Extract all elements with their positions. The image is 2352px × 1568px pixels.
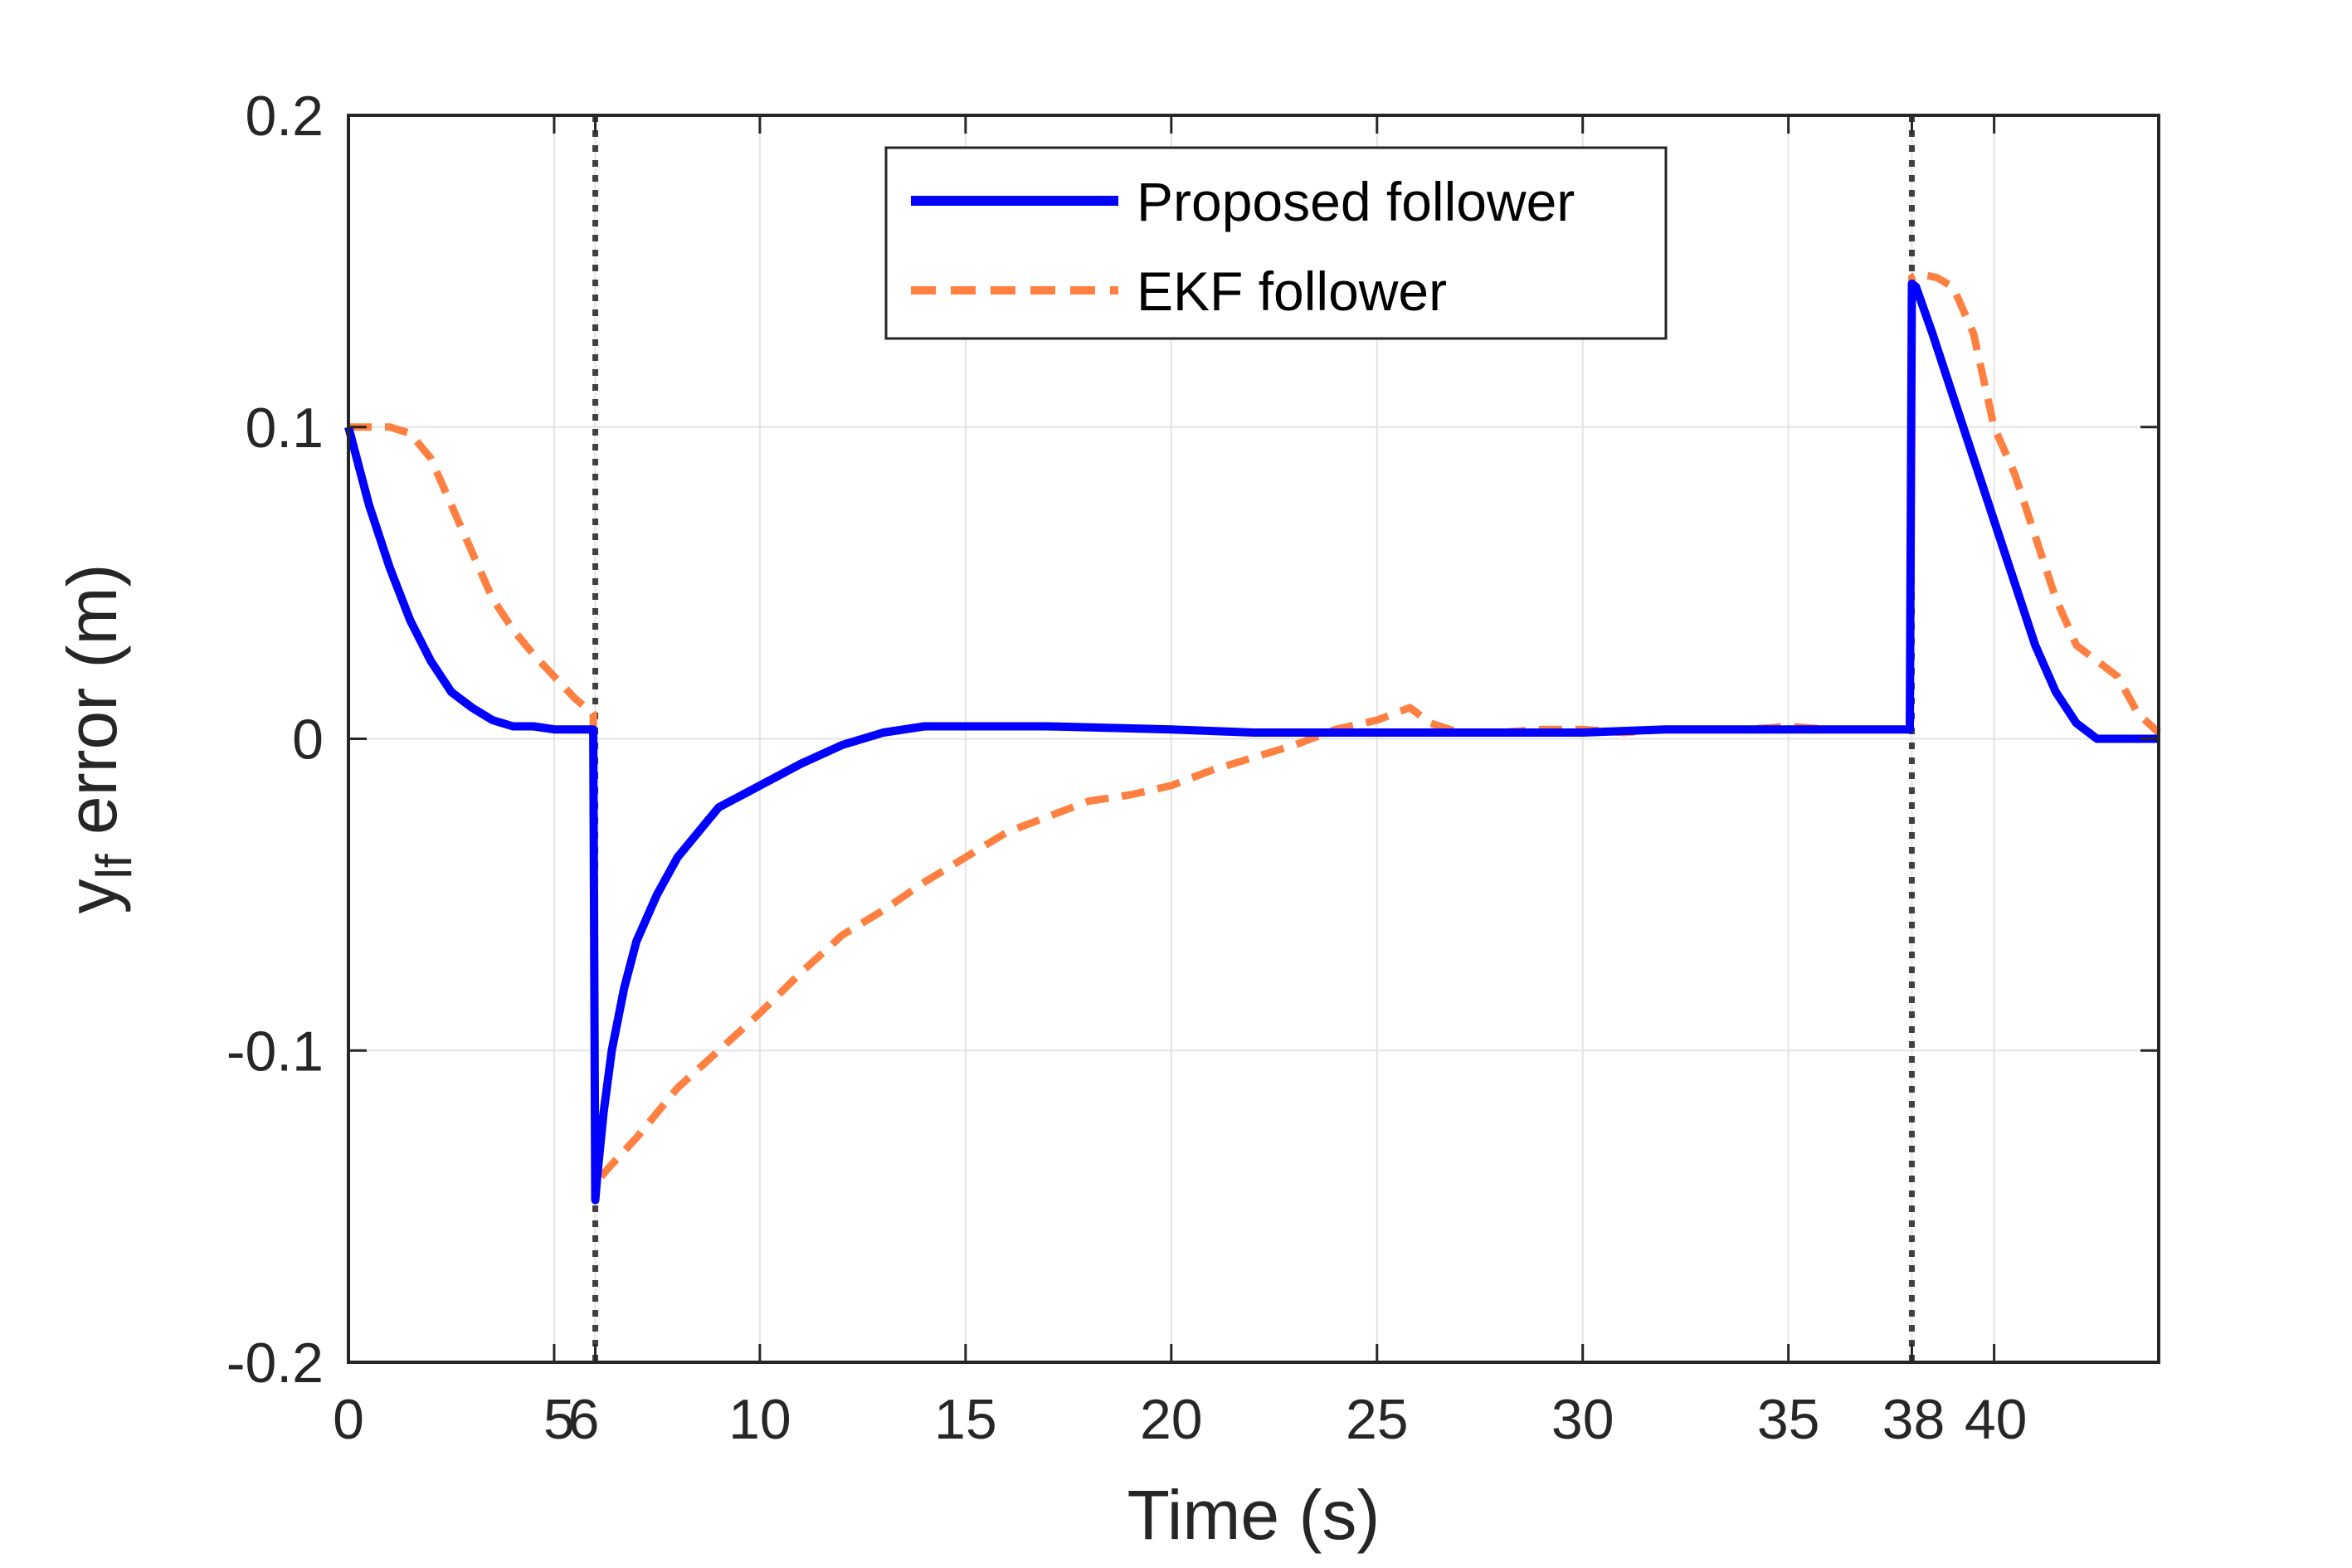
y-axis-label: ylf error (m) — [53, 564, 142, 914]
x-axis-label: Time (s) — [1127, 1476, 1381, 1554]
y-tick-label: 0 — [292, 709, 324, 772]
x-tick-label: 6 — [568, 1388, 600, 1451]
x-tick-label: 35 — [1757, 1388, 1820, 1451]
x-tick-label: 0 — [333, 1388, 364, 1451]
legend: Proposed follower EKF follower — [884, 146, 1668, 340]
series-line-ekf-follower — [348, 270, 2162, 1186]
y-axis-label-subscript: lf — [86, 854, 142, 879]
y-tick-label: -0.2 — [226, 1332, 324, 1395]
y-tick-label: 0.1 — [245, 397, 324, 460]
legend-label-ekf: EKF follower — [1137, 261, 1447, 322]
y-tick-label: 0.2 — [245, 85, 324, 148]
x-tick-label: 20 — [1140, 1388, 1203, 1451]
x-tick-label: 30 — [1551, 1388, 1614, 1451]
x-tick-label: 10 — [728, 1388, 791, 1451]
legend-box — [884, 146, 1668, 340]
y-axis-label-rest: error (m) — [53, 564, 131, 855]
x-tick-label: 40 — [1965, 1388, 2028, 1451]
x-tick-label: 38 — [1882, 1388, 1945, 1451]
series-line-proposed-follower — [344, 279, 2159, 1205]
y-tick-label: -0.1 — [226, 1020, 324, 1083]
x-tick-label: 5 — [543, 1388, 575, 1451]
axis-ticks: 0 56 10 15 20 25 30 35 38 40 0.2 0.1 0 -0.1 -0.2 — [226, 85, 2159, 1451]
legend-label-proposed: Proposed follower — [1137, 171, 1575, 232]
series-lines — [344, 270, 2162, 1205]
x-tick-label: 25 — [1346, 1388, 1409, 1451]
y-axis-label-base: y — [53, 879, 131, 913]
x-tick-label: 15 — [934, 1388, 997, 1451]
